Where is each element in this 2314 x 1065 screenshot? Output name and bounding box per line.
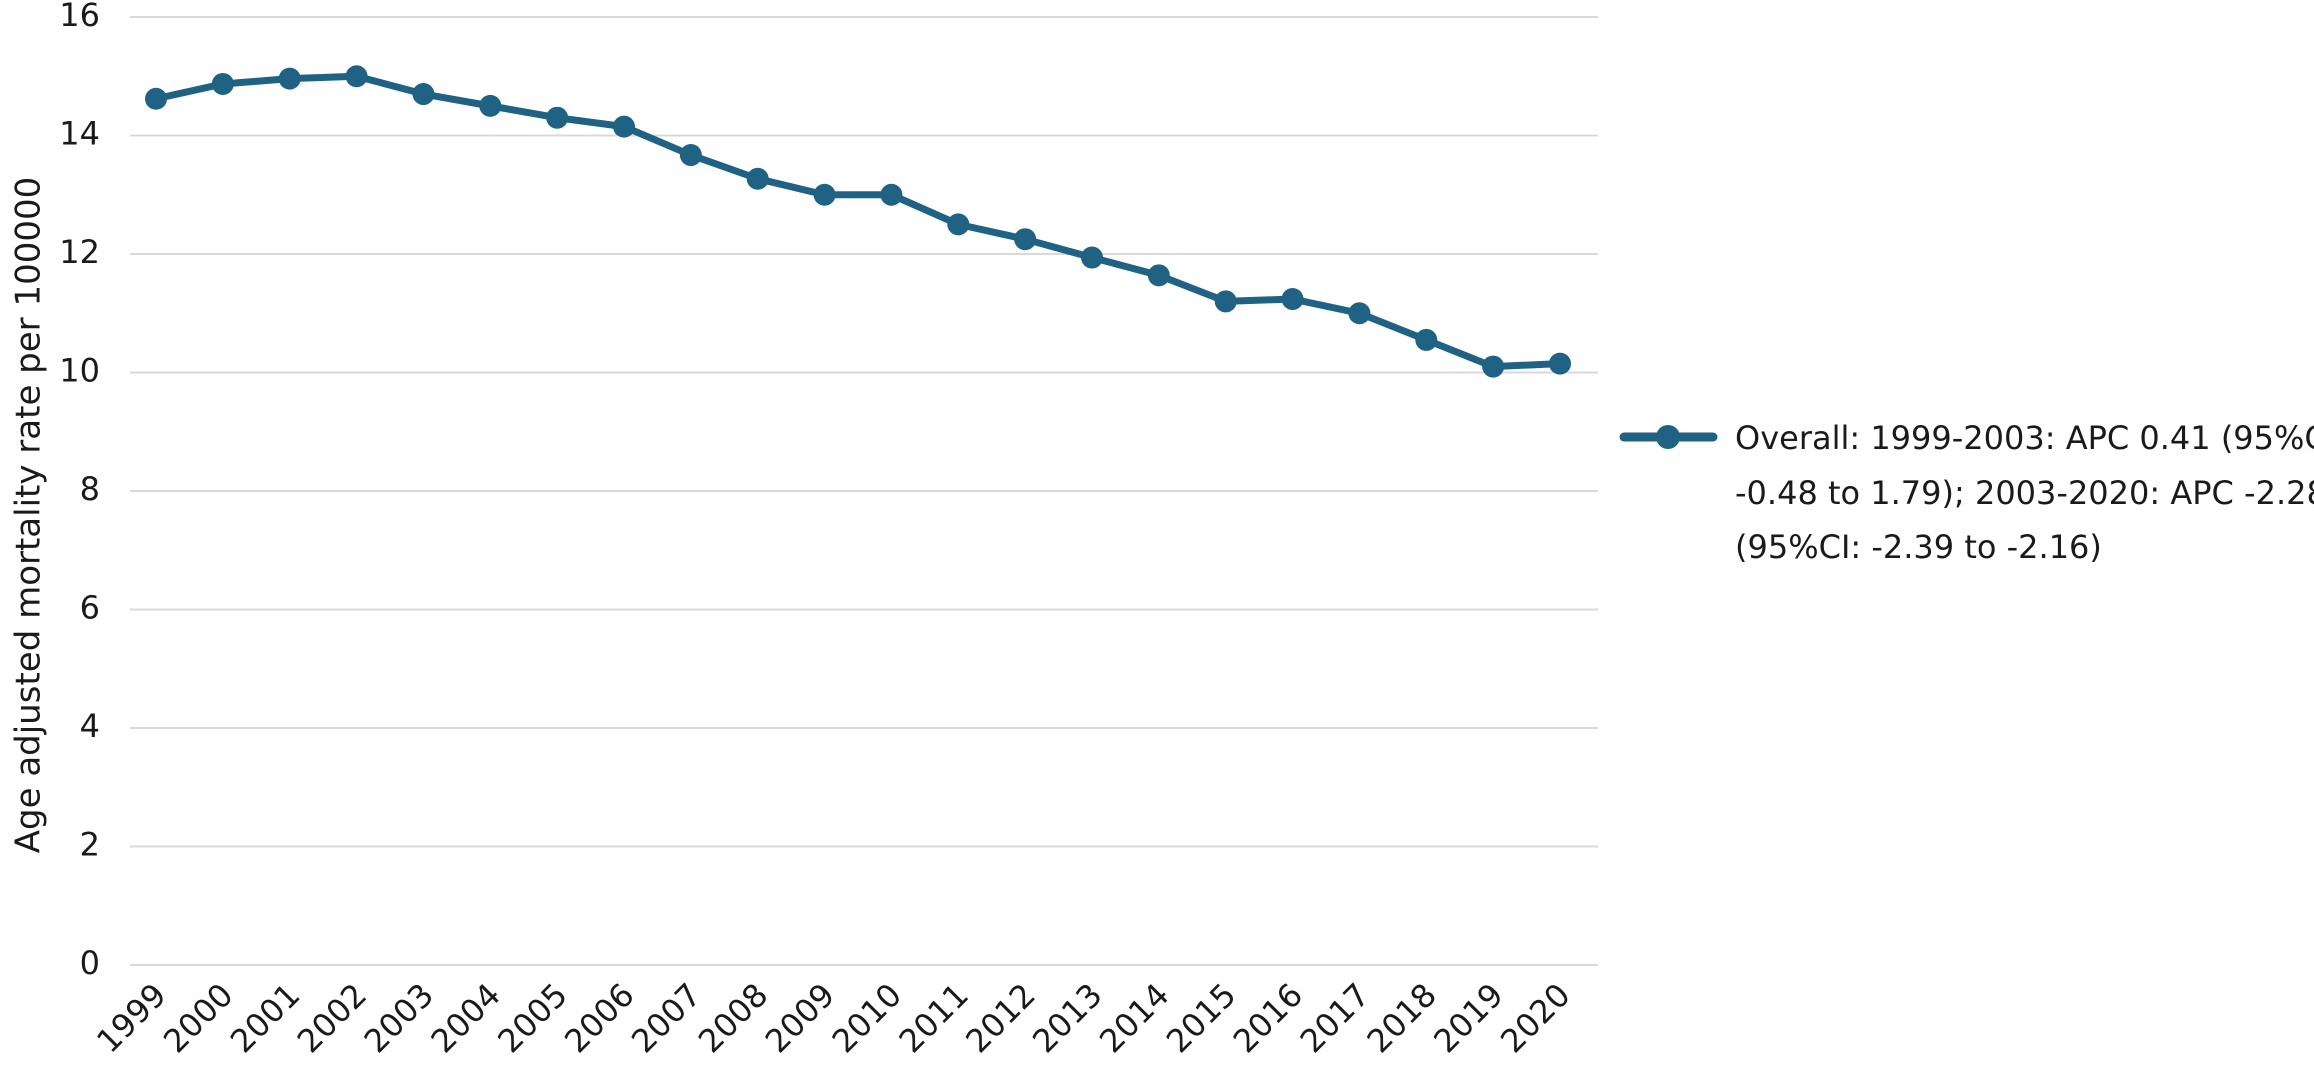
x-tick-label: 2007 bbox=[624, 976, 708, 1060]
legend-text-line-2: -0.48 to 1.79); 2003-2020: APC -2.28a bbox=[1735, 471, 2314, 512]
data-point-2010 bbox=[880, 183, 903, 206]
x-tick-label: 2001 bbox=[223, 976, 307, 1060]
x-tick-label: 2012 bbox=[958, 976, 1042, 1060]
x-tick-label: 2014 bbox=[1092, 976, 1176, 1060]
legend-text-line-3: (95%CI: -2.39 to -2.16) bbox=[1735, 528, 2102, 566]
y-tick-label: 8 bbox=[80, 470, 100, 508]
y-tick-label: 4 bbox=[80, 707, 100, 745]
data-point-2004 bbox=[479, 94, 502, 117]
x-tick-label: 2002 bbox=[290, 976, 374, 1060]
y-axis-title: Age adjusted mortality rate per 100000 bbox=[9, 177, 49, 854]
x-tick-label: 2011 bbox=[891, 976, 975, 1060]
gridlines bbox=[130, 16, 1598, 966]
data-point-2018 bbox=[1415, 328, 1438, 351]
data-point-2007 bbox=[679, 144, 702, 167]
series-overall bbox=[145, 65, 1571, 378]
y-axis-ticks: 0 2 4 6 8 10 12 14 16 bbox=[59, 0, 100, 982]
y-tick-label: 2 bbox=[80, 826, 100, 864]
legend-text-line-1: Overall: 1999-2003: APC 0.41 (95%CI: bbox=[1735, 419, 2314, 457]
data-point-2012 bbox=[1014, 228, 1037, 251]
data-point-2005 bbox=[546, 106, 569, 129]
data-point-2011 bbox=[947, 213, 970, 236]
x-tick-label: 2013 bbox=[1025, 976, 1109, 1060]
x-tick-label: 2016 bbox=[1226, 976, 1310, 1060]
legend-marker-swatch bbox=[1656, 425, 1680, 449]
x-tick-label: 2009 bbox=[758, 976, 842, 1060]
y-tick-label: 12 bbox=[59, 233, 100, 271]
data-point-2019 bbox=[1482, 355, 1505, 378]
y-tick-label: 16 bbox=[59, 0, 100, 34]
x-tick-label: 2006 bbox=[557, 976, 641, 1060]
x-tick-label: 2020 bbox=[1493, 976, 1577, 1060]
x-tick-label: 2008 bbox=[691, 976, 775, 1060]
data-point-2017 bbox=[1348, 302, 1371, 325]
data-point-2001 bbox=[278, 67, 301, 90]
data-point-2020 bbox=[1549, 352, 1571, 375]
y-tick-label: 14 bbox=[59, 115, 100, 153]
x-tick-label: 2000 bbox=[156, 976, 240, 1060]
legend-text-line-2-main: -0.48 to 1.79); 2003-2020: APC -2.28 bbox=[1735, 474, 2314, 512]
x-tick-label: 1999 bbox=[89, 976, 173, 1060]
data-point-2013 bbox=[1081, 246, 1103, 269]
x-tick-label: 2003 bbox=[357, 976, 441, 1060]
data-point-1999 bbox=[145, 87, 167, 110]
legend: Overall: 1999-2003: APC 0.41 (95%CI: -0.… bbox=[1619, 419, 2314, 566]
data-point-2006 bbox=[613, 115, 635, 138]
data-point-2002 bbox=[345, 65, 368, 88]
x-tick-label: 2019 bbox=[1426, 976, 1510, 1060]
data-point-2016 bbox=[1281, 288, 1304, 311]
x-tick-label: 2005 bbox=[490, 976, 574, 1060]
x-tick-label: 2018 bbox=[1359, 976, 1443, 1060]
series-line bbox=[152, 72, 1564, 371]
data-point-2015 bbox=[1214, 290, 1237, 313]
data-point-2009 bbox=[813, 183, 836, 206]
x-tick-label: 2015 bbox=[1159, 976, 1243, 1060]
y-tick-label: 10 bbox=[59, 352, 100, 390]
x-tick-label: 2010 bbox=[825, 976, 909, 1060]
y-tick-label: 6 bbox=[80, 589, 100, 627]
x-tick-label: 2004 bbox=[423, 976, 507, 1060]
data-point-2000 bbox=[211, 72, 234, 95]
data-point-2008 bbox=[746, 167, 769, 190]
data-point-2014 bbox=[1147, 264, 1170, 287]
x-tick-label: 2017 bbox=[1293, 976, 1377, 1060]
data-point-2003 bbox=[412, 83, 435, 106]
y-tick-label: 0 bbox=[80, 944, 100, 982]
x-axis-ticks: 1999200020012002200320042005200620072008… bbox=[89, 976, 1577, 1060]
